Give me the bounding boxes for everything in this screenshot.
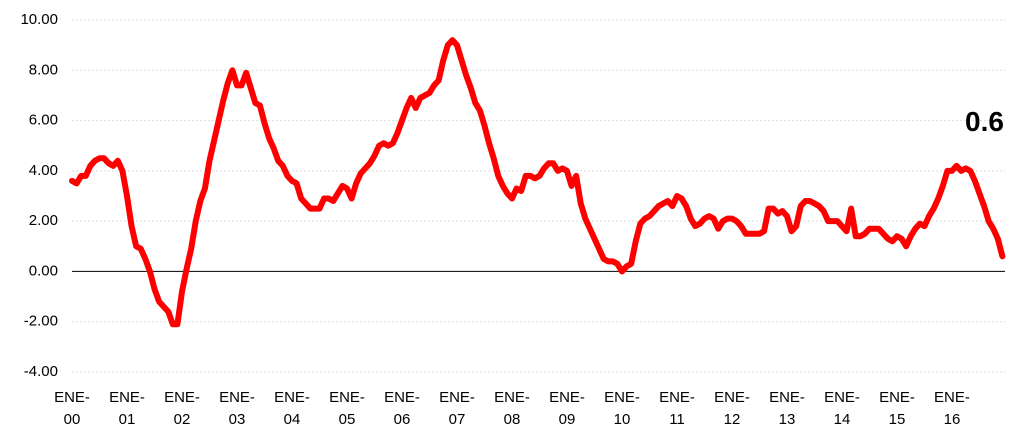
y-tick-label: 8.00 [29,61,58,78]
x-tick-label: ENE- 08 [494,389,530,428]
x-tick-label: ENE- 15 [879,389,915,428]
y-tick-label: 0.00 [29,262,58,279]
x-tick-label: ENE- 00 [54,389,90,428]
y-tick-label: -2.00 [24,313,58,330]
annotation: 0.6 [965,106,1004,137]
y-tick-label: 4.00 [29,162,58,179]
y-tick-label: -4.00 [24,363,58,380]
y-tick-label: 6.00 [29,112,58,129]
x-tick-label: ENE- 05 [329,389,365,428]
x-tick-label: ENE- 12 [714,389,750,428]
x-tick-label: ENE- 02 [164,389,200,428]
x-tick-label: ENE- 09 [549,389,585,428]
x-tick-label: ENE- 06 [384,389,420,428]
y-tick-label: 10.00 [20,11,58,28]
x-tick-label: ENE- 14 [824,389,860,428]
x-tick-label: ENE- 13 [769,389,805,428]
data-line [69,37,1006,328]
x-tick-label: ENE- 07 [439,389,475,428]
x-tick-label: ENE- 04 [274,389,310,428]
x-tick-label: ENE- 16 [934,389,970,428]
x-tick-label: ENE- 01 [109,389,145,428]
x-tick-label: ENE- 03 [219,389,255,428]
x-tick-label: ENE- 10 [604,389,640,428]
x-tick-label: ENE- 11 [659,389,695,428]
y-tick-label: 2.00 [29,212,58,229]
